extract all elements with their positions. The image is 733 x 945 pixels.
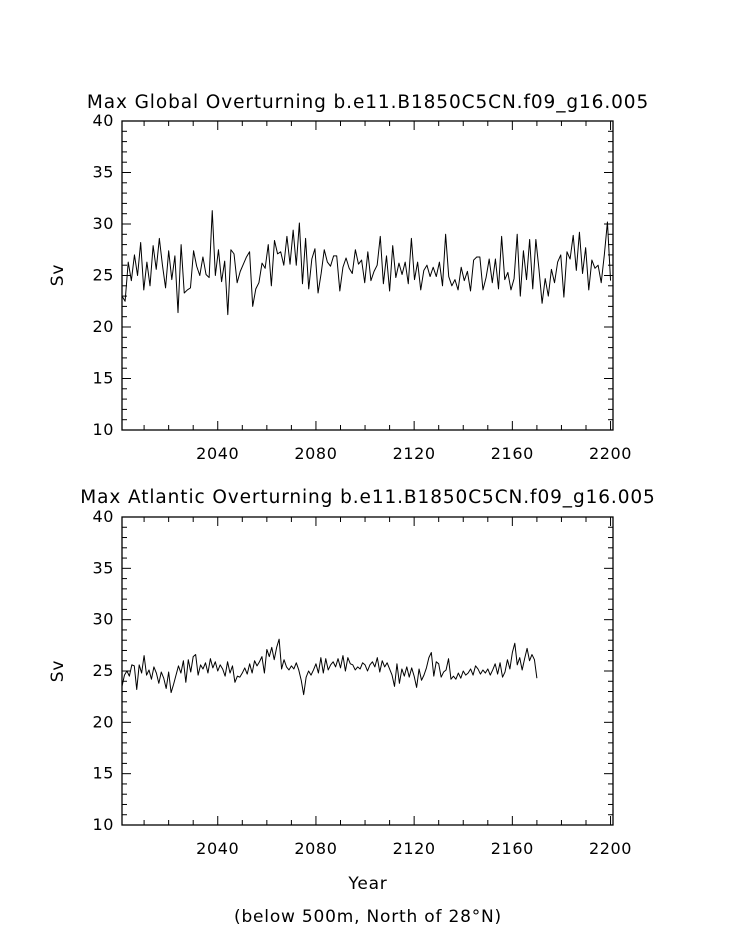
y-tick-label: 35 <box>92 558 114 577</box>
x-tick-label: 2040 <box>196 839 239 858</box>
chart-panel-global: Max Global Overturning b.e11.B1850C5CN.f… <box>48 92 649 463</box>
chart-panel-atlantic: Max Atlantic Overturning b.e11.B1850C5CN… <box>48 487 655 894</box>
y-tick-labels: 10 15 20 25 30 35 40 <box>92 507 114 834</box>
footer-note: (below 500m, North of 28°N) <box>234 907 502 927</box>
x-tick-label: 2160 <box>491 444 534 463</box>
series-line <box>121 638 538 696</box>
x-tick-label: 2040 <box>196 444 239 463</box>
y-tick-label: 10 <box>92 420 114 439</box>
x-tick-label: 2080 <box>294 444 337 463</box>
y-axis-label: Sv <box>48 264 68 286</box>
y-tick-label: 10 <box>92 815 114 834</box>
x-tick-label: 2080 <box>294 839 337 858</box>
x-tick-label: 2200 <box>589 444 632 463</box>
y-tick-label: 15 <box>92 764 114 783</box>
tick-marks <box>122 516 613 826</box>
x-axis-label: Year <box>347 874 387 894</box>
y-tick-label: 25 <box>92 661 114 680</box>
plot-frame <box>121 516 614 826</box>
y-tick-label: 30 <box>92 610 114 629</box>
chart-title: Max Atlantic Overturning b.e11.B1850C5CN… <box>80 487 655 508</box>
y-tick-label: 40 <box>92 111 114 130</box>
y-tick-label: 40 <box>92 507 114 526</box>
y-tick-label: 25 <box>92 266 114 285</box>
y-axis-label: Sv <box>48 660 68 682</box>
x-tick-label: 2200 <box>589 839 632 858</box>
plot-frame <box>121 120 614 431</box>
x-tick-label: 2120 <box>393 839 436 858</box>
y-tick-labels: 10 15 20 25 30 35 40 <box>92 111 114 439</box>
y-tick-label: 20 <box>92 317 114 336</box>
series-line <box>121 210 612 316</box>
x-tick-labels: 2040 2080 2120 2160 2200 <box>196 444 632 463</box>
x-tick-label: 2160 <box>491 839 534 858</box>
y-tick-label: 35 <box>92 163 114 182</box>
y-tick-label: 20 <box>92 712 114 731</box>
chart-title: Max Global Overturning b.e11.B1850C5CN.f… <box>87 92 649 113</box>
x-tick-labels: 2040 2080 2120 2160 2200 <box>196 839 632 858</box>
y-tick-label: 30 <box>92 214 114 233</box>
x-tick-label: 2120 <box>393 444 436 463</box>
y-tick-label: 15 <box>92 369 114 388</box>
